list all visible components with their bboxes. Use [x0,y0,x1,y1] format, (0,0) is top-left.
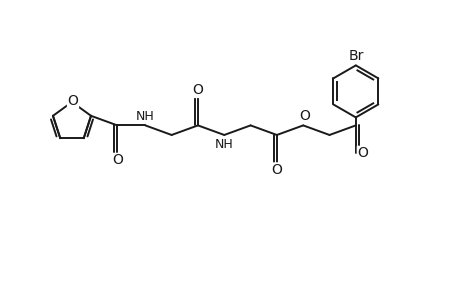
Text: O: O [112,153,123,167]
Text: O: O [357,146,368,161]
Text: O: O [271,163,282,177]
Text: NH: NH [214,139,233,152]
Text: O: O [298,110,309,123]
Text: O: O [67,94,78,108]
Text: NH: NH [136,110,154,123]
Text: Br: Br [347,50,363,63]
Text: O: O [192,83,203,98]
